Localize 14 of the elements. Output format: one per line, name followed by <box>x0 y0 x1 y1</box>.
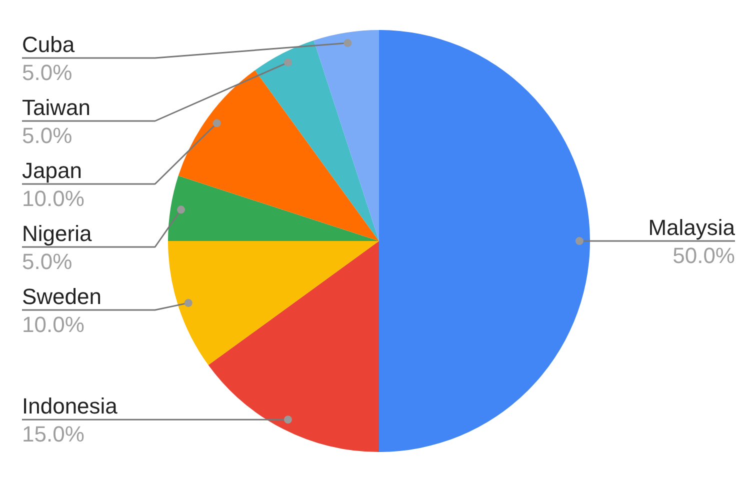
slice-label: Taiwan <box>22 95 90 120</box>
slice-label: Japan <box>22 158 82 183</box>
slice-label: Nigeria <box>22 221 92 246</box>
slice-label: Cuba <box>22 32 76 57</box>
slice-label: Indonesia <box>22 394 118 419</box>
slice-label: Malaysia <box>648 215 736 240</box>
data-label: 50.0% <box>672 243 735 268</box>
data-label: 5.0% <box>22 249 72 274</box>
data-label: 10.0% <box>22 312 84 338</box>
data-label: 5.0% <box>22 123 72 148</box>
slice-label: Sweden <box>22 284 102 309</box>
data-label: 10.0% <box>22 186 84 212</box>
data-label: 5.0% <box>22 60 72 86</box>
data-label: 15.0% <box>22 422 84 447</box>
